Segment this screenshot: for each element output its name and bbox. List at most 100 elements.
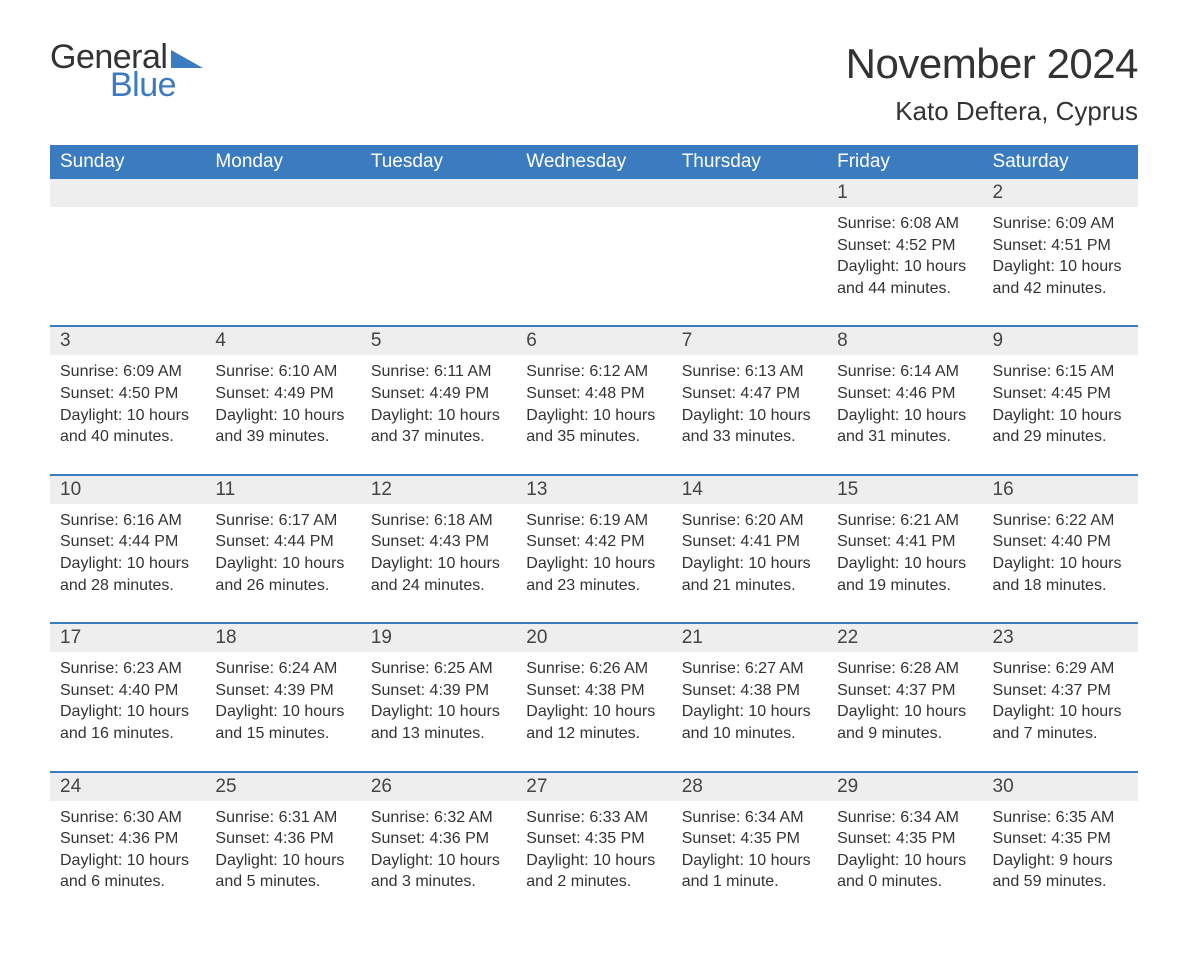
calendar-day-cell: 2Sunrise: 6:09 AMSunset: 4:51 PMDaylight… (983, 179, 1138, 326)
sunrise-line: Sunrise: 6:08 AM (837, 213, 972, 235)
daylight-line: Daylight: 10 hours and 2 minutes. (526, 850, 661, 893)
daylight-label: Daylight (993, 407, 1051, 424)
sunset-label: Sunset (60, 830, 110, 847)
daylight-label: Daylight (215, 407, 273, 424)
sunrise-label: Sunrise (526, 809, 580, 826)
day-details: Sunrise: 6:16 AMSunset: 4:44 PMDaylight:… (50, 504, 205, 596)
daylight-line: Daylight: 10 hours and 33 minutes. (682, 405, 817, 448)
sunset-line: Sunset: 4:35 PM (526, 828, 661, 850)
daylight-line: Daylight: 10 hours and 10 minutes. (682, 701, 817, 744)
sunset-label: Sunset (526, 682, 576, 699)
daylight-label: Daylight (993, 555, 1051, 572)
sunset-label: Sunset (837, 830, 887, 847)
sunset-value: 4:37 PM (1051, 682, 1111, 699)
day-details: Sunrise: 6:12 AMSunset: 4:48 PMDaylight:… (516, 355, 671, 447)
day-number: 13 (516, 476, 671, 504)
logo-word-blue: Blue (110, 68, 203, 102)
daylight-label: Daylight (682, 407, 740, 424)
sunrise-value: 6:11 AM (434, 363, 492, 380)
calendar-day-cell: 18Sunrise: 6:24 AMSunset: 4:39 PMDayligh… (205, 623, 360, 771)
sunrise-label: Sunrise (682, 809, 736, 826)
sunrise-line: Sunrise: 6:32 AM (371, 807, 506, 829)
sunset-line: Sunset: 4:47 PM (682, 383, 817, 405)
calendar-day-cell: 21Sunrise: 6:27 AMSunset: 4:38 PMDayligh… (672, 623, 827, 771)
daylight-line: Daylight: 10 hours and 3 minutes. (371, 850, 506, 893)
sunset-label: Sunset (993, 385, 1043, 402)
sunset-line: Sunset: 4:44 PM (60, 531, 195, 553)
day-number (205, 179, 360, 207)
day-number (672, 179, 827, 207)
sunset-label: Sunset (60, 682, 110, 699)
day-number: 6 (516, 327, 671, 355)
calendar-day-cell: 11Sunrise: 6:17 AMSunset: 4:44 PMDayligh… (205, 475, 360, 623)
daylight-line: Daylight: 10 hours and 0 minutes. (837, 850, 972, 893)
sunrise-label: Sunrise (837, 809, 891, 826)
sunset-value: 4:47 PM (740, 385, 800, 402)
sunrise-line: Sunrise: 6:21 AM (837, 510, 972, 532)
sunrise-line: Sunrise: 6:19 AM (526, 510, 661, 532)
day-details: Sunrise: 6:35 AMSunset: 4:35 PMDaylight:… (983, 801, 1138, 893)
sunrise-line: Sunrise: 6:10 AM (215, 361, 350, 383)
daylight-label: Daylight (215, 703, 273, 720)
daylight-label: Daylight (371, 407, 429, 424)
daylight-label: Daylight (526, 703, 584, 720)
sunrise-value: 6:24 AM (279, 660, 338, 677)
sunset-value: 4:49 PM (430, 385, 490, 402)
day-number: 30 (983, 773, 1138, 801)
sunrise-label: Sunrise (837, 363, 891, 380)
sunset-label: Sunset (682, 682, 732, 699)
sunrise-value: 6:34 AM (900, 809, 959, 826)
sunrise-value: 6:14 AM (900, 363, 959, 380)
daylight-line: Daylight: 10 hours and 26 minutes. (215, 553, 350, 596)
daylight-line: Daylight: 10 hours and 6 minutes. (60, 850, 195, 893)
sunset-line: Sunset: 4:38 PM (526, 680, 661, 702)
sunset-line: Sunset: 4:35 PM (993, 828, 1128, 850)
sunset-value: 4:35 PM (585, 830, 645, 847)
daylight-label: Daylight (60, 703, 118, 720)
calendar-day-cell: 1Sunrise: 6:08 AMSunset: 4:52 PMDaylight… (827, 179, 982, 326)
sunset-label: Sunset (215, 830, 265, 847)
day-number: 1 (827, 179, 982, 207)
sunset-line: Sunset: 4:39 PM (215, 680, 350, 702)
sunset-line: Sunset: 4:40 PM (993, 531, 1128, 553)
day-number: 2 (983, 179, 1138, 207)
day-number: 23 (983, 624, 1138, 652)
sunset-label: Sunset (371, 533, 421, 550)
day-details: Sunrise: 6:13 AMSunset: 4:47 PMDaylight:… (672, 355, 827, 447)
sunset-line: Sunset: 4:37 PM (993, 680, 1128, 702)
sunrise-label: Sunrise (837, 660, 891, 677)
sunrise-label: Sunrise (682, 660, 736, 677)
calendar-day-cell: 17Sunrise: 6:23 AMSunset: 4:40 PMDayligh… (50, 623, 205, 771)
daylight-label: Daylight (526, 555, 584, 572)
sunset-line: Sunset: 4:36 PM (215, 828, 350, 850)
sunset-line: Sunset: 4:49 PM (215, 383, 350, 405)
day-details: Sunrise: 6:09 AMSunset: 4:50 PMDaylight:… (50, 355, 205, 447)
sunset-line: Sunset: 4:36 PM (371, 828, 506, 850)
calendar-day-cell: 3Sunrise: 6:09 AMSunset: 4:50 PMDaylight… (50, 326, 205, 474)
calendar-week-row: 1Sunrise: 6:08 AMSunset: 4:52 PMDaylight… (50, 179, 1138, 326)
sunset-line: Sunset: 4:35 PM (682, 828, 817, 850)
sunrise-line: Sunrise: 6:28 AM (837, 658, 972, 680)
daylight-label: Daylight (215, 555, 273, 572)
sunrise-value: 6:31 AM (279, 809, 338, 826)
sunrise-line: Sunrise: 6:11 AM (371, 361, 506, 383)
sunset-value: 4:52 PM (896, 237, 956, 254)
sunrise-line: Sunrise: 6:23 AM (60, 658, 195, 680)
daylight-label: Daylight (526, 407, 584, 424)
calendar-table: SundayMondayTuesdayWednesdayThursdayFrid… (50, 145, 1138, 919)
day-details: Sunrise: 6:24 AMSunset: 4:39 PMDaylight:… (205, 652, 360, 744)
calendar-day-cell: 16Sunrise: 6:22 AMSunset: 4:40 PMDayligh… (983, 475, 1138, 623)
daylight-label: Daylight (837, 703, 895, 720)
sunrise-line: Sunrise: 6:09 AM (60, 361, 195, 383)
sunrise-line: Sunrise: 6:18 AM (371, 510, 506, 532)
sunrise-label: Sunrise (60, 809, 114, 826)
day-number: 21 (672, 624, 827, 652)
sunrise-label: Sunrise (215, 512, 269, 529)
day-number: 20 (516, 624, 671, 652)
sunrise-value: 6:16 AM (123, 512, 182, 529)
calendar-day-cell: 15Sunrise: 6:21 AMSunset: 4:41 PMDayligh… (827, 475, 982, 623)
daylight-label: Daylight (682, 703, 740, 720)
daylight-line: Daylight: 10 hours and 44 minutes. (837, 256, 972, 299)
day-details: Sunrise: 6:25 AMSunset: 4:39 PMDaylight:… (361, 652, 516, 744)
sunset-value: 4:41 PM (740, 533, 800, 550)
